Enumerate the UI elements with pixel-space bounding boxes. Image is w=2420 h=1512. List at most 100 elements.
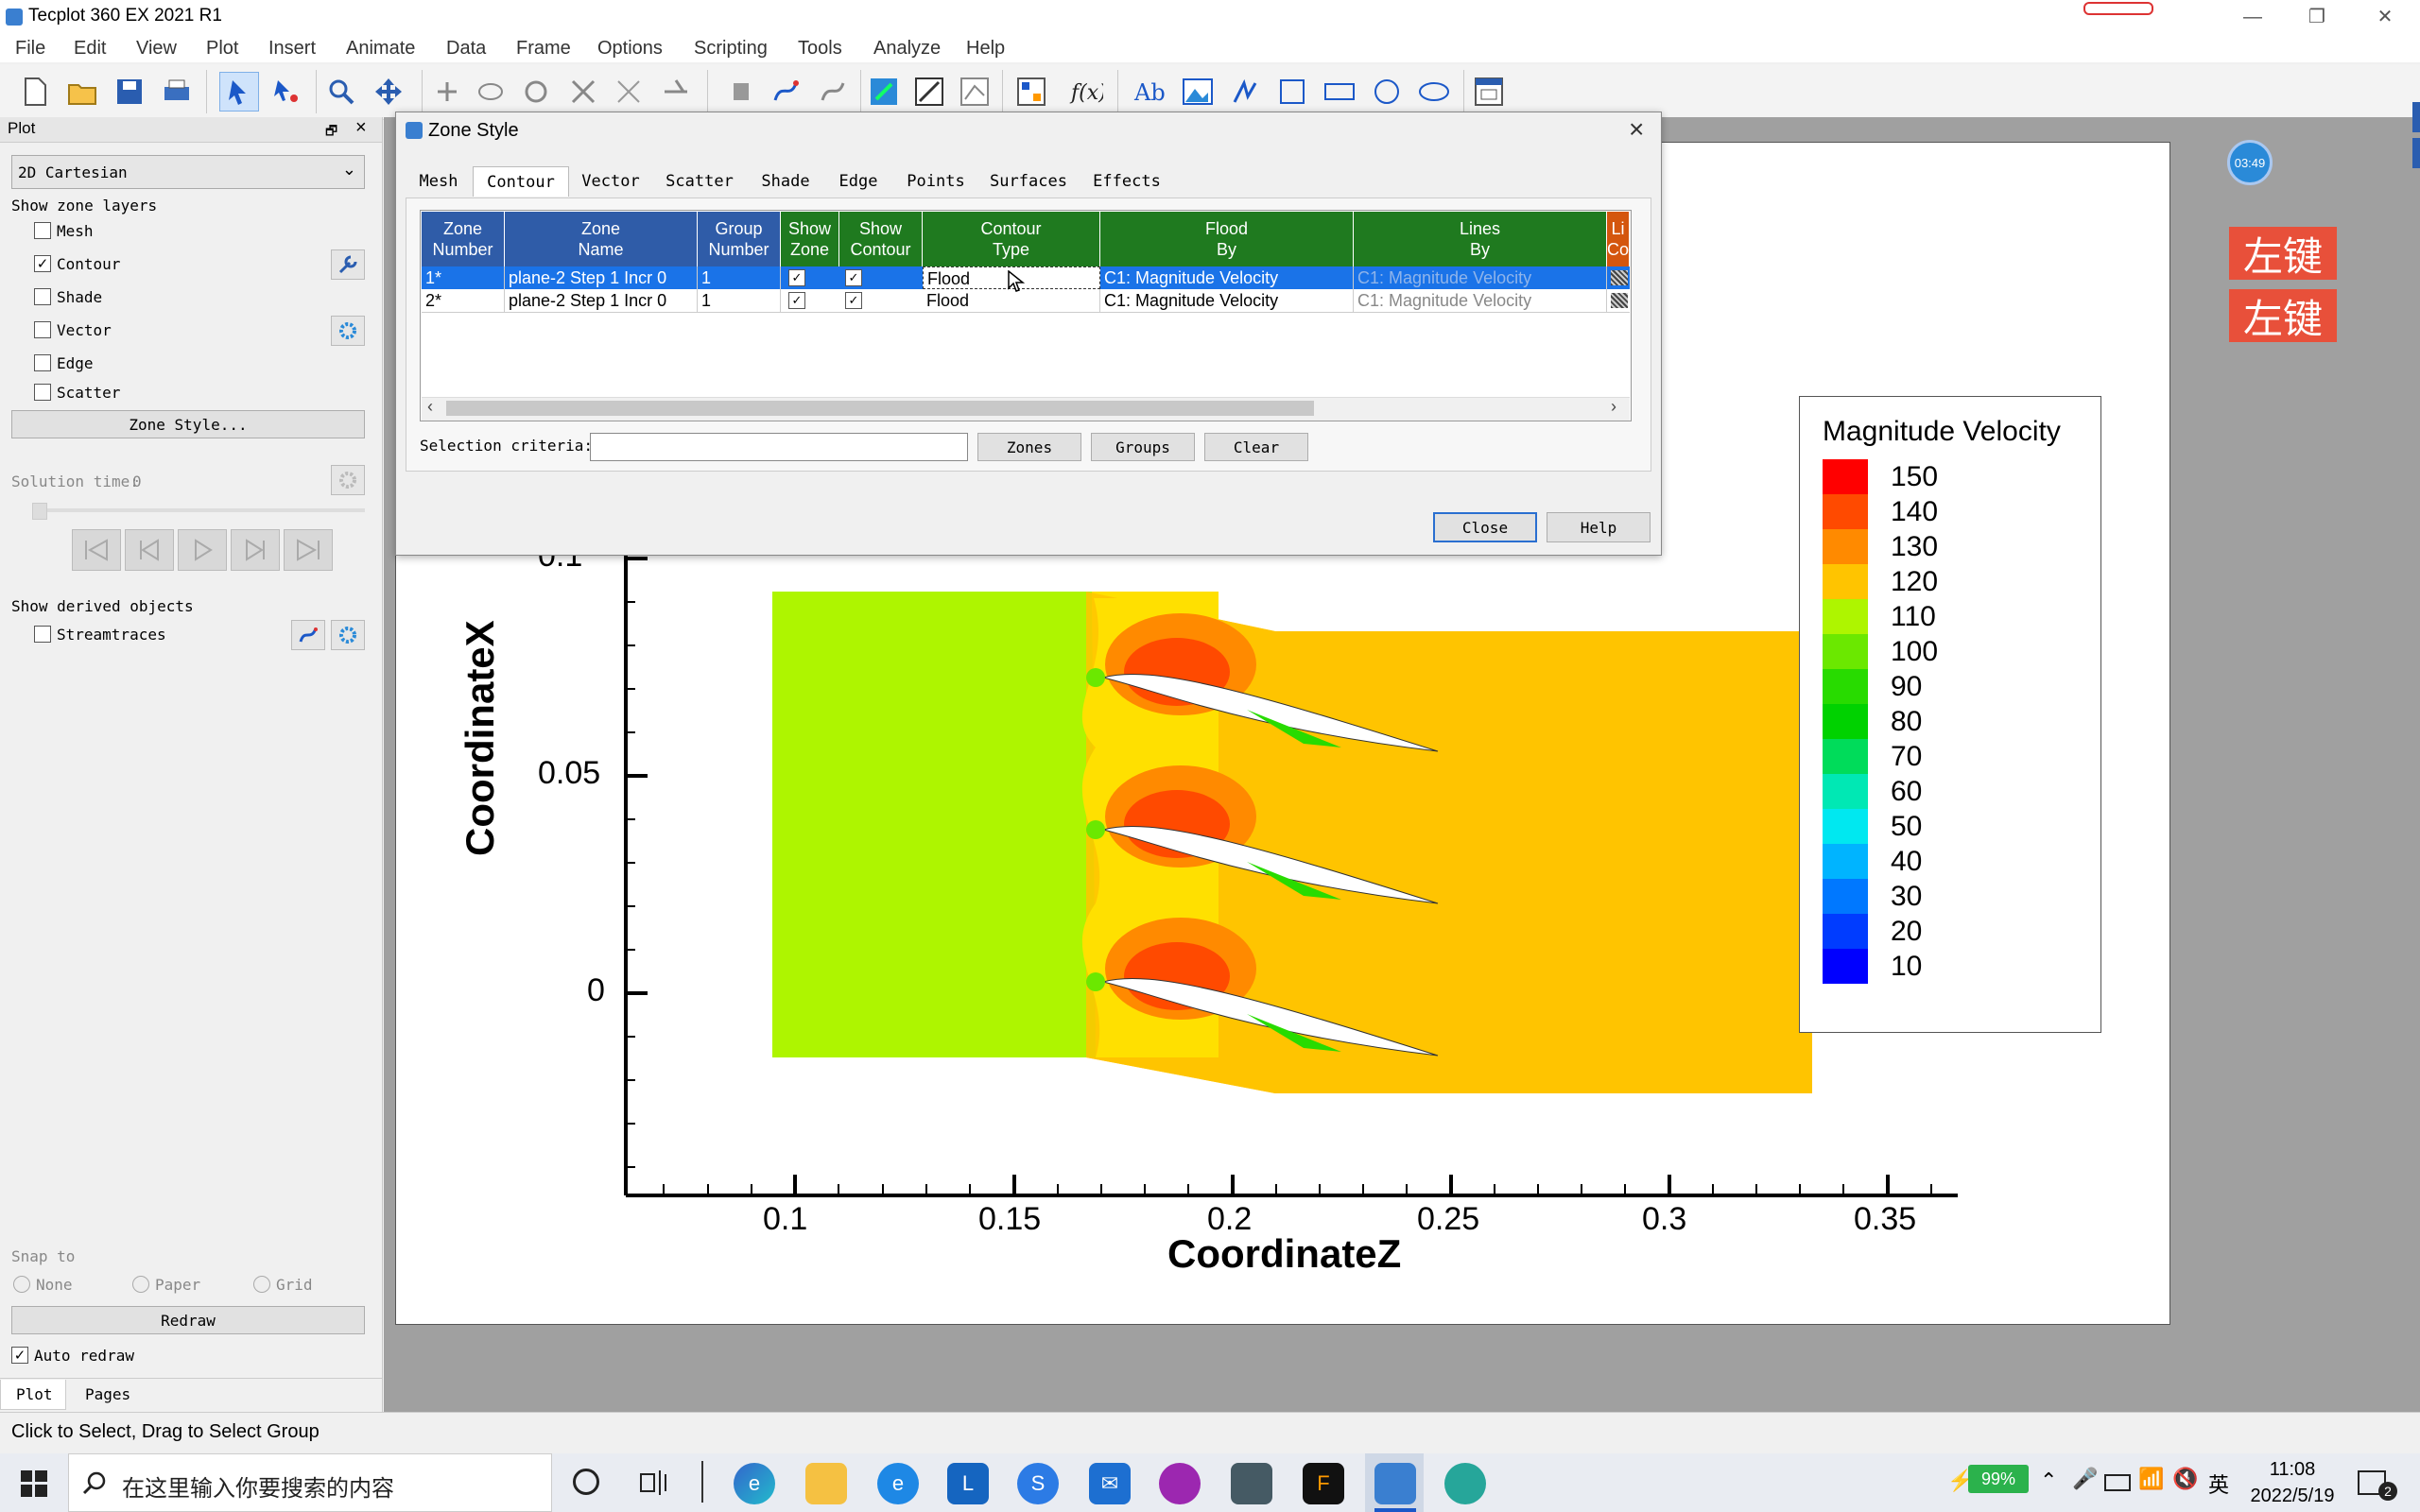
scroll-left-icon[interactable]: ‹ <box>427 397 433 416</box>
volume-muted-icon[interactable]: 🔇 <box>2172 1467 2199 1490</box>
rectangle-tool-icon[interactable] <box>1320 72 1359 112</box>
ime-indicator[interactable]: 英 <box>2208 1473 2230 1497</box>
time-slider-thumb[interactable] <box>32 503 47 520</box>
weather-app-icon[interactable] <box>1159 1463 1201 1504</box>
step-back-icon[interactable] <box>125 529 174 571</box>
image-tool-icon[interactable] <box>1178 72 1218 112</box>
probe-rotate-icon[interactable] <box>656 72 696 112</box>
line-tool-icon[interactable] <box>1225 72 1265 112</box>
menu-options[interactable]: Options <box>597 38 663 59</box>
polyline-icon[interactable] <box>955 72 994 112</box>
taskbar-search-box[interactable]: 在这里输入你要搜索的内容 <box>68 1453 552 1512</box>
battery-indicator[interactable]: 99% <box>1968 1465 2029 1493</box>
rotate-3d-icon[interactable] <box>427 72 467 112</box>
cortana-icon[interactable] <box>573 1469 599 1495</box>
col-lines-by[interactable]: Lines By <box>1354 212 1607 266</box>
menu-tools[interactable]: Tools <box>798 38 842 59</box>
menu-insert[interactable]: Insert <box>268 38 317 59</box>
streamtrace-place-button[interactable] <box>291 620 325 650</box>
tab-contour[interactable]: Contour <box>473 166 569 197</box>
select-arrow-icon[interactable] <box>219 72 259 112</box>
frame-tool-icon[interactable] <box>1469 72 1509 112</box>
tecplot-taskbar-icon[interactable] <box>1374 1463 1416 1504</box>
help-button[interactable]: Help <box>1547 512 1651 542</box>
show-zone-checkbox[interactable]: ✓ <box>788 269 805 286</box>
col-show-contour[interactable]: Show Contour <box>839 212 923 266</box>
contour-checkbox[interactable]: ✓ <box>34 255 51 272</box>
mail-icon[interactable]: ✉ <box>1089 1463 1131 1504</box>
col-zone-number[interactable]: Zone Number <box>422 212 505 266</box>
contour-settings-button[interactable] <box>331 249 365 280</box>
col-flood-by[interactable]: Flood By <box>1100 212 1354 266</box>
snap-grid-radio[interactable] <box>253 1276 270 1293</box>
scrollbar-thumb[interactable] <box>446 401 1314 416</box>
tab-surfaces[interactable]: Surfaces <box>990 172 1067 191</box>
vector-settings-button[interactable] <box>331 316 365 346</box>
groups-button[interactable]: Groups <box>1091 433 1195 461</box>
square-tool-icon[interactable] <box>1272 72 1312 112</box>
clear-button[interactable]: Clear <box>1204 433 1308 461</box>
contour-type-cell[interactable]: Flood <box>923 289 1100 312</box>
close-window-button[interactable]: ✕ <box>2377 7 2394 27</box>
time-slider[interactable] <box>34 508 365 512</box>
menu-frame[interactable]: Frame <box>516 38 571 59</box>
edge-checkbox[interactable] <box>34 354 51 371</box>
zones-button[interactable]: Zones <box>977 433 1081 461</box>
col-contour-type[interactable]: Contour Type <box>923 212 1100 266</box>
dialog-close-icon[interactable]: × <box>1629 114 1645 144</box>
ellipse-tool-icon[interactable] <box>1414 72 1454 112</box>
axis-rotate-icon[interactable] <box>609 72 648 112</box>
file-explorer-icon[interactable] <box>805 1463 847 1504</box>
fluent-app-icon[interactable]: F <box>1303 1463 1344 1504</box>
scroll-indicator[interactable] <box>2412 138 2420 168</box>
scatter-checkbox[interactable] <box>34 384 51 401</box>
scroll-right-icon[interactable]: › <box>1611 397 1616 416</box>
tab-plot[interactable]: Plot <box>0 1380 66 1410</box>
chevron-up-icon[interactable]: ⌃ <box>2040 1469 2058 1492</box>
menu-plot[interactable]: Plot <box>206 38 239 59</box>
zoom-icon[interactable] <box>321 72 361 112</box>
lines-by-cell[interactable]: C1: Magnitude Velocity <box>1354 266 1607 289</box>
tab-pages[interactable]: Pages <box>85 1385 131 1403</box>
col-line-color[interactable]: Li Co <box>1607 212 1630 266</box>
auto-redraw-checkbox[interactable]: ✓ <box>11 1347 28 1364</box>
add-zone-icon[interactable] <box>864 72 904 112</box>
tab-points[interactable]: Points <box>907 172 965 191</box>
contour-grid-icon[interactable] <box>1011 72 1051 112</box>
clock-date[interactable]: 2022/5/19 <box>2250 1486 2335 1506</box>
zone-style-button[interactable]: Zone Style... <box>11 410 365 438</box>
probe-icon[interactable] <box>722 72 762 112</box>
text-tool-icon[interactable]: Ab <box>1129 72 1168 112</box>
lines-by-cell[interactable]: C1: Magnitude Velocity <box>1354 289 1607 312</box>
streamtrace-icon[interactable] <box>766 72 805 112</box>
streamtraces-checkbox[interactable] <box>34 626 51 643</box>
battery-icon[interactable] <box>2104 1474 2131 1491</box>
float-panel-icon[interactable]: 🗗 <box>325 123 338 138</box>
snap-paper-radio[interactable] <box>132 1276 149 1293</box>
menu-analyze[interactable]: Analyze <box>873 38 942 59</box>
col-group-number[interactable]: Group Number <box>698 212 781 266</box>
solution-time-settings-button[interactable] <box>331 465 365 495</box>
swirl-app-icon[interactable] <box>1444 1463 1486 1504</box>
shade-checkbox[interactable] <box>34 288 51 305</box>
clock-time[interactable]: 11:08 <box>2269 1459 2316 1480</box>
vector-checkbox[interactable] <box>34 321 51 338</box>
ie-browser-icon[interactable]: e <box>877 1463 919 1504</box>
windows-start-icon[interactable] <box>21 1470 47 1497</box>
menu-scripting[interactable]: Scripting <box>694 38 768 59</box>
minimize-button[interactable]: — <box>2243 7 2262 27</box>
redraw-button[interactable]: Redraw <box>11 1306 365 1334</box>
line-color-swatch[interactable] <box>1611 293 1628 308</box>
spherical-rotate-icon[interactable] <box>471 72 510 112</box>
adjust-arrow-icon[interactable] <box>267 72 306 112</box>
open-folder-icon[interactable] <box>62 72 102 112</box>
sogou-icon[interactable]: S <box>1017 1463 1059 1504</box>
tab-effects[interactable]: Effects <box>1093 172 1161 191</box>
tab-shade[interactable]: Shade <box>761 172 810 191</box>
tab-edge[interactable]: Edge <box>838 172 878 191</box>
menu-animate[interactable]: Animate <box>346 38 416 59</box>
scroll-indicator[interactable] <box>2412 102 2420 132</box>
menu-edit[interactable]: Edit <box>74 38 107 59</box>
menu-view[interactable]: View <box>136 38 177 59</box>
close-button[interactable]: Close <box>1433 512 1537 542</box>
